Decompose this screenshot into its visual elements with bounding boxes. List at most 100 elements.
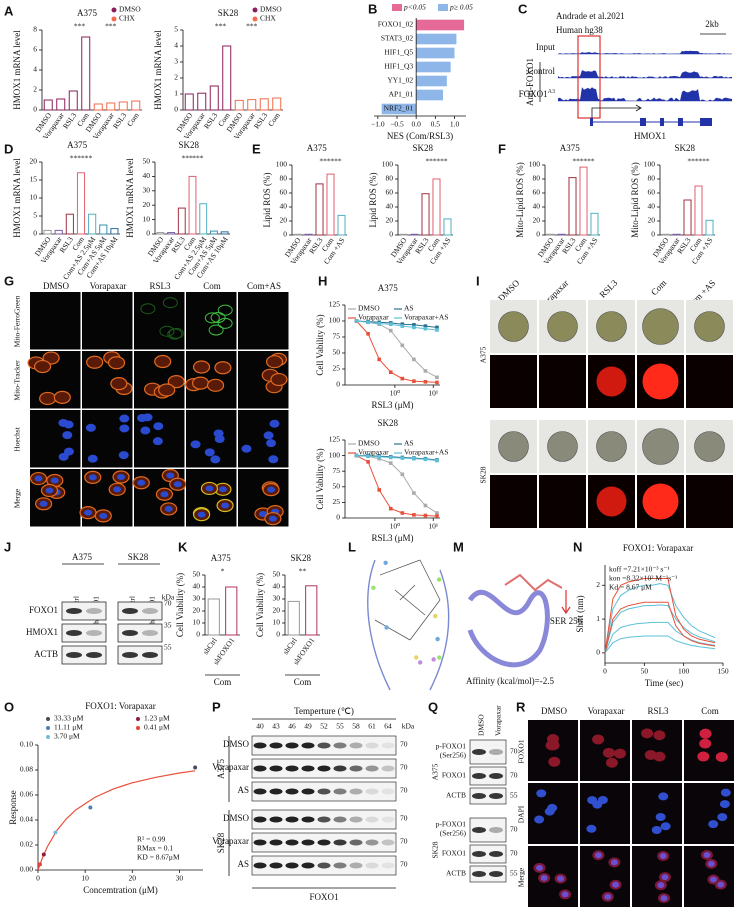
band <box>349 765 363 772</box>
nucleus <box>85 423 96 432</box>
genome: Human hg38 <box>556 25 603 35</box>
column-label: Com <box>649 278 668 297</box>
residue <box>384 625 389 630</box>
bar <box>315 183 324 236</box>
band <box>333 862 347 869</box>
bar <box>705 219 714 236</box>
marker: 70 <box>510 849 518 858</box>
y-axis-label: Lipid ROS (%) <box>368 172 378 227</box>
bar <box>590 212 599 236</box>
cell <box>653 751 666 762</box>
band <box>333 788 347 795</box>
row-label: Merge <box>517 867 526 887</box>
point <box>41 852 46 857</box>
significance: *** <box>215 22 227 31</box>
band <box>472 793 486 799</box>
x-tick-label: 10 <box>81 874 89 883</box>
micrograph <box>30 292 81 350</box>
nucleus <box>160 491 169 498</box>
bond <box>399 584 416 601</box>
series-line <box>604 604 716 654</box>
y-tick-label: 20 <box>30 157 38 166</box>
residue <box>371 585 376 591</box>
row-label: FOXO1 <box>517 739 526 763</box>
y-tick-label: 40 <box>386 202 394 211</box>
temperature: 40 <box>256 722 264 731</box>
significance: *** <box>246 22 258 31</box>
band <box>142 608 158 614</box>
nucleus <box>140 426 151 435</box>
band <box>142 652 158 658</box>
fluorescence <box>686 355 733 408</box>
band <box>66 652 82 658</box>
band <box>317 788 331 795</box>
cell <box>602 747 615 758</box>
micrograph <box>186 292 237 350</box>
panel-letter: B <box>368 1 377 16</box>
nucleus <box>205 485 214 492</box>
nucleus <box>707 860 715 867</box>
y-tick-label: 0 <box>174 105 178 114</box>
blot <box>469 865 507 883</box>
x-axis-label: RSL3 (μM) <box>371 400 413 410</box>
band <box>365 788 379 795</box>
y-tick-label: 2 <box>596 580 600 589</box>
nucleus <box>604 893 612 900</box>
significance: *** <box>182 154 194 163</box>
band <box>489 871 503 877</box>
band <box>269 816 283 823</box>
category-label: STAT3_02 <box>381 34 414 43</box>
legend-swatch <box>46 735 50 739</box>
band <box>269 742 283 749</box>
band <box>317 765 331 772</box>
backbone <box>367 559 450 691</box>
unit: kDa <box>162 593 175 602</box>
row-label: ACTB <box>446 869 466 878</box>
nucleus <box>561 891 569 898</box>
nucleus <box>113 486 122 493</box>
nucleus <box>263 431 274 440</box>
marker: 55 <box>510 791 518 800</box>
fluorescence <box>539 475 586 528</box>
band <box>301 816 315 823</box>
lane-label: Vorapaxar <box>494 705 503 736</box>
y-tick-label: 30 <box>193 594 201 603</box>
legend-label: 1.23 μM <box>144 714 170 723</box>
y-tick-label: 40 <box>533 202 541 211</box>
legend-swatch <box>111 7 117 13</box>
row-label: ACTB <box>34 649 58 659</box>
band <box>365 765 379 772</box>
y-tick-label: 40 <box>143 171 151 180</box>
bond <box>394 589 426 616</box>
bar <box>305 585 318 636</box>
nucleus <box>534 815 545 824</box>
nucleus <box>218 486 227 493</box>
legend-label: DMSO <box>119 5 141 14</box>
row-label: Mito-FerroGreen <box>13 295 22 347</box>
chart-title: FOXO1: Vorapaxar <box>623 543 693 553</box>
spheroid <box>498 431 529 462</box>
marker: 70 <box>164 599 172 608</box>
bar <box>381 103 417 115</box>
residue <box>437 655 442 660</box>
y-tick-label: 50 <box>193 570 201 579</box>
band <box>285 765 299 772</box>
y-tick-label: 0 <box>33 105 37 114</box>
category-label: FOXO1_02 <box>378 20 414 29</box>
band <box>381 742 395 749</box>
bar <box>416 89 443 101</box>
marker: 70 <box>400 786 408 795</box>
x-tick-label: 20 <box>129 874 137 883</box>
x-axis-label: Time (sec) <box>645 678 683 688</box>
legend-label: AS <box>404 304 414 313</box>
cell <box>140 303 156 315</box>
y-tick-label: 40 <box>280 202 288 211</box>
y-tick-label: 25 <box>333 364 341 373</box>
x-tick-label: Com <box>125 111 141 128</box>
track-label: FOXO1A3 <box>519 89 555 99</box>
row-label: A375 <box>479 346 488 363</box>
nucleus <box>153 422 164 431</box>
residue <box>414 655 419 660</box>
cell-line: SK28 <box>431 841 440 858</box>
category-label: NRF2_01 <box>384 104 414 113</box>
